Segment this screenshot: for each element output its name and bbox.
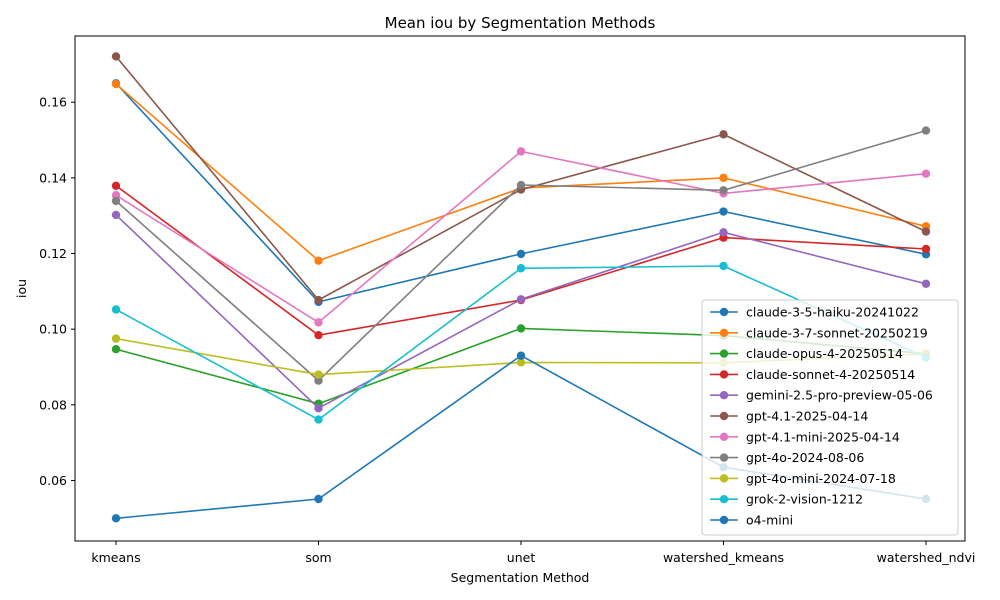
data-point — [719, 173, 728, 183]
legend-label: gpt-4.1-mini-2025-04-14 — [746, 429, 900, 444]
legend-label: claude-sonnet-4-20250514 — [746, 367, 915, 382]
x-tick-label: kmeans — [91, 550, 140, 565]
x-axis-label: Segmentation Method — [451, 570, 590, 585]
legend-item: gpt-4o-2024-08-06 — [710, 450, 864, 465]
x-tick-label: watershed_ndvi — [877, 550, 976, 565]
legend-item: gemini-2.5-pro-preview-05-06 — [710, 388, 933, 403]
data-point — [719, 130, 728, 139]
legend-item: o4-mini — [710, 513, 793, 528]
data-point — [719, 186, 728, 195]
legend-marker — [719, 328, 729, 337]
data-point — [921, 244, 931, 254]
data-point — [314, 404, 323, 413]
legend-label: gpt-4.1-2025-04-14 — [746, 409, 868, 424]
data-point — [314, 376, 323, 385]
legend-label: gemini-2.5-pro-preview-05-06 — [746, 388, 933, 403]
data-point — [516, 324, 526, 333]
series-gpt-4.1-2025-04-14 — [111, 52, 931, 305]
x-tick-label: som — [305, 550, 331, 565]
legend-marker — [719, 432, 729, 441]
y-tick-label: 0.10 — [39, 322, 67, 337]
legend-label: gpt-4o-2024-08-06 — [746, 450, 864, 465]
x-tick-label: watershed_kmeans — [663, 550, 784, 565]
legend: claude-3-5-haiku-20241022 claude-3-7-sonn… — [701, 299, 959, 536]
data-point — [516, 264, 526, 273]
y-tick-label: 0.14 — [39, 170, 67, 185]
legend-marker — [719, 515, 729, 525]
data-point — [111, 334, 121, 343]
legend-marker — [719, 495, 729, 504]
legend-label: claude-3-7-sonnet-20250219 — [746, 325, 928, 340]
legend-item: claude-3-7-sonnet-20250219 — [710, 325, 928, 340]
data-point — [516, 358, 526, 367]
legend-label: claude-3-5-haiku-20241022 — [746, 305, 919, 320]
data-point — [314, 295, 323, 305]
data-point — [111, 181, 121, 190]
y-axis: 0.06 0.08 0.10 0.12 0.14 0.16 — [39, 95, 75, 488]
data-point — [111, 52, 121, 61]
legend-marker — [719, 370, 729, 379]
series-layer — [111, 52, 931, 523]
data-point — [719, 207, 728, 216]
y-tick-label: 0.08 — [39, 397, 67, 412]
x-tick-label: unet — [507, 550, 536, 565]
legend-item: claude-opus-4-20250514 — [710, 346, 903, 361]
legend-item: gpt-4.1-mini-2025-04-14 — [710, 429, 900, 444]
data-point — [111, 196, 121, 206]
y-axis-label: iou — [14, 279, 29, 298]
series-gemini-2.5-pro-preview-05-06 — [111, 210, 931, 413]
data-point — [314, 331, 323, 340]
y-tick-label: 0.06 — [39, 473, 67, 488]
data-point — [111, 305, 121, 314]
x-axis: kmeans som unet watershed_kmeans watershed_n… — [91, 541, 975, 565]
legend-marker — [719, 474, 729, 483]
data-point — [921, 279, 931, 288]
y-tick-label: 0.16 — [39, 95, 67, 110]
data-point — [314, 256, 323, 265]
data-point — [314, 370, 323, 379]
legend-label: grok-2-vision-1212 — [746, 492, 863, 507]
legend-box — [701, 299, 959, 536]
y-tick-label: 0.12 — [39, 246, 67, 261]
plot-frame — [74, 35, 966, 542]
legend-item: claude-3-5-haiku-20241022 — [710, 305, 919, 320]
data-point — [314, 415, 323, 424]
data-point — [111, 79, 121, 89]
data-point — [921, 227, 931, 236]
data-point — [921, 169, 931, 178]
data-point — [111, 514, 121, 523]
series-gpt-4o-2024-08-06 — [111, 126, 931, 385]
data-point — [314, 494, 323, 504]
legend-label: gpt-4o-mini-2024-07-18 — [746, 471, 896, 486]
data-point — [719, 261, 728, 271]
legend-label: o4-mini — [746, 513, 793, 528]
legend-item: claude-sonnet-4-20250514 — [710, 367, 915, 382]
legend-item: grok-2-vision-1212 — [710, 492, 863, 507]
data-point — [314, 318, 323, 327]
data-point — [516, 295, 526, 304]
data-point — [111, 210, 121, 220]
legend-marker — [719, 307, 729, 317]
legend-marker — [719, 411, 729, 421]
data-point — [516, 147, 526, 156]
chart-title: Mean iou by Segmentation Methods — [385, 14, 656, 32]
legend-marker — [719, 453, 729, 462]
legend-item: gpt-4o-mini-2024-07-18 — [710, 471, 896, 486]
data-point — [921, 126, 931, 135]
legend-marker — [719, 391, 729, 400]
data-point — [111, 345, 121, 354]
legend-item: gpt-4.1-2025-04-14 — [710, 409, 868, 424]
data-point — [719, 228, 728, 237]
data-point — [516, 180, 526, 190]
legend-label: claude-opus-4-20250514 — [746, 346, 903, 361]
legend-marker — [719, 349, 729, 358]
data-point — [516, 351, 526, 360]
data-point — [516, 249, 526, 259]
